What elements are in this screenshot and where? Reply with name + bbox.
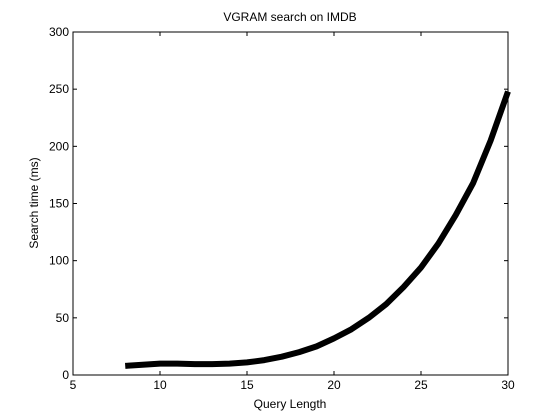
y-tick-label: 150 (49, 197, 69, 211)
x-tick-label: 5 (70, 378, 77, 392)
x-axis-label: Query Length (254, 397, 327, 411)
y-tick-label: 100 (49, 254, 69, 268)
y-tick-label: 250 (49, 82, 69, 96)
axes-box (73, 32, 508, 375)
y-tick-label: 200 (49, 139, 69, 153)
x-tick-label: 30 (501, 378, 515, 392)
series-line-0 (125, 92, 508, 366)
y-tick-label: 300 (49, 25, 69, 39)
x-tick-label: 25 (414, 378, 428, 392)
chart-title: VGRAM search on IMDB (223, 10, 356, 24)
y-tick-label: 50 (56, 311, 70, 325)
x-tick-label: 10 (153, 378, 167, 392)
x-tick-label: 15 (240, 378, 254, 392)
y-axis-label: Search time (ms) (27, 157, 41, 248)
x-tick-label: 20 (327, 378, 341, 392)
y-tick-label: 0 (62, 368, 69, 382)
